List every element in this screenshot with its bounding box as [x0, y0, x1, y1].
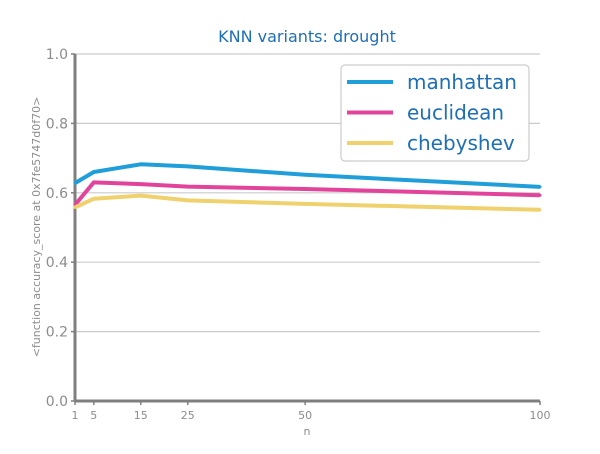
data-point-manhattan	[92, 170, 96, 174]
data-point-chebyshev	[139, 194, 143, 198]
y-tick-label: 0.4	[46, 255, 68, 271]
data-point-chebyshev	[538, 208, 542, 212]
x-tick-label: 25	[181, 409, 195, 422]
legend-box	[340, 64, 530, 162]
legend-label-euclidean: euclidean	[407, 101, 504, 125]
data-point-euclidean	[538, 193, 542, 197]
series-line-euclidean	[73, 180, 541, 207]
data-point-manhattan	[73, 181, 77, 185]
series-line-chebyshev	[74, 193, 541, 212]
y-tick-label: 0.0	[46, 394, 68, 410]
data-point-manhattan	[139, 162, 143, 166]
y-tick-label: 0.2	[46, 325, 68, 341]
x-axis-label: n	[304, 425, 311, 438]
chart-title: KNN variants: drought	[218, 27, 396, 46]
data-point-euclidean	[186, 185, 190, 189]
tick-labels: 0.0 0.2 0.4 0.6 0.8 1.0 1 5 15 25 50 100	[46, 47, 551, 422]
x-tick-label: 1	[72, 409, 79, 422]
series-line-manhattan	[73, 162, 541, 189]
data-point-manhattan	[538, 185, 542, 189]
legend: manhattan euclidean chebyshev	[340, 64, 530, 162]
data-point-chebyshev	[303, 202, 307, 206]
data-point-chebyshev	[92, 197, 96, 201]
data-point-chebyshev	[186, 198, 190, 202]
data-point-chebyshev	[73, 205, 77, 209]
x-tick-label: 5	[90, 409, 97, 422]
data-point-euclidean	[92, 180, 96, 184]
series-lines	[73, 162, 542, 212]
y-tick-label: 1.0	[46, 47, 68, 63]
data-point-manhattan	[303, 173, 307, 177]
y-axis-label: <function accuracy_score at 0x7fe5747d0f…	[30, 97, 43, 358]
y-tick-label: 0.8	[46, 116, 68, 132]
axes	[73, 54, 540, 403]
legend-label-chebyshev: chebyshev	[407, 131, 515, 155]
legend-label-manhattan: manhattan	[407, 70, 517, 94]
data-point-euclidean	[303, 187, 307, 191]
x-tick-label: 50	[298, 409, 312, 422]
x-tick-label: 100	[530, 409, 551, 422]
y-tick-label: 0.6	[46, 186, 68, 202]
x-tick-label: 15	[134, 409, 148, 422]
data-point-euclidean	[139, 182, 143, 186]
data-point-manhattan	[186, 164, 190, 168]
